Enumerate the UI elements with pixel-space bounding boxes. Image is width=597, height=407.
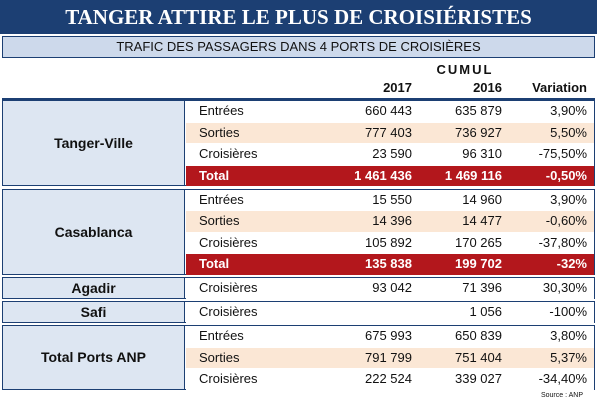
cell: 170 265	[455, 234, 502, 250]
cell: 105 892	[365, 234, 412, 250]
cell: 71 396	[462, 280, 502, 295]
cell: Croisières	[199, 280, 258, 295]
cell: 650 839	[455, 328, 502, 343]
cell: 93 042	[372, 280, 412, 295]
cell: 3,90%	[550, 103, 587, 118]
total-cell: Total	[199, 167, 230, 183]
total-cell: 199 702	[455, 256, 502, 271]
group-cell: Total Ports ANP	[2, 325, 185, 390]
cell: Entrées	[199, 191, 244, 207]
cell: Sorties	[199, 349, 240, 365]
cell: 3,90%	[550, 191, 587, 207]
cell: 14 477	[462, 213, 502, 228]
cell: 660 443	[365, 103, 412, 118]
total-cell: Total	[199, 256, 230, 271]
cell: Croisières	[199, 234, 258, 250]
title: TANGER ATTIRE LE PLUS DE CROISIÉRISTES	[0, 0, 597, 34]
cell: 14 396	[372, 213, 412, 228]
cell: 5,50%	[550, 124, 587, 140]
cell: 96 310	[462, 146, 502, 161]
cell: 635 879	[455, 103, 502, 118]
total-cell: 1 461 436	[354, 167, 412, 183]
row-bg	[186, 144, 594, 165]
cell: 222 524	[365, 371, 412, 386]
column-group: CUMUL	[436, 62, 494, 77]
row-bg	[186, 211, 594, 232]
group-cell: Agadir	[2, 277, 185, 299]
cell: -0,60%	[545, 213, 587, 228]
cell: 1 056	[469, 304, 502, 319]
total-cell: 135 838	[365, 256, 412, 271]
cell: 3,80%	[550, 328, 587, 343]
row-bg	[186, 101, 594, 122]
subtitle: TRAFIC DES PASSAGERS DANS 4 PORTS DE CRO…	[2, 36, 595, 58]
total-cell: -0,50%	[545, 167, 587, 183]
row-bg	[186, 302, 594, 323]
cell: -75,50%	[538, 146, 587, 161]
cell: Croisières	[199, 304, 258, 319]
cell: 777 403	[365, 124, 412, 140]
total-cell: 1 469 116	[444, 167, 502, 183]
header-line	[2, 98, 595, 100]
column-header: 2017	[383, 80, 412, 95]
group-cell: Casablanca	[2, 188, 185, 275]
cell: 14 960	[462, 191, 502, 207]
cell: Entrées	[199, 103, 244, 118]
cell: Entrées	[199, 328, 244, 343]
cell: -100%	[549, 304, 587, 319]
column-header: Variation	[532, 80, 587, 95]
row-bg	[186, 189, 594, 210]
row-bg	[186, 369, 594, 390]
cell: Sorties	[199, 213, 240, 228]
source: Source : ANP	[540, 392, 583, 399]
cell: 751 404	[455, 349, 502, 365]
row-bg	[186, 347, 594, 368]
row-bg	[186, 165, 594, 186]
cell: 736 927	[455, 124, 502, 140]
column-header: 2016	[473, 80, 502, 95]
cell: Croisières	[199, 146, 258, 161]
cell: Croisières	[199, 371, 258, 386]
cell: 15 550	[372, 191, 412, 207]
cell: 5,37%	[550, 349, 587, 365]
row-bg	[186, 326, 594, 347]
row-bg	[186, 254, 594, 275]
group-cell: Tanger-Ville	[2, 100, 185, 186]
row-bg	[186, 122, 594, 143]
row-bg	[186, 232, 594, 253]
cell: Sorties	[199, 124, 240, 140]
row-bg	[186, 278, 594, 299]
cell: 30,30%	[542, 280, 587, 295]
cell: 675 993	[365, 328, 412, 343]
cell: -34,40%	[538, 371, 587, 386]
cell: 339 027	[455, 371, 502, 386]
cell: 23 590	[372, 146, 412, 161]
total-cell: -32%	[556, 256, 587, 271]
group-cell: Safi	[2, 301, 185, 323]
cell: 791 799	[365, 349, 412, 365]
cell: -37,80%	[538, 234, 587, 250]
